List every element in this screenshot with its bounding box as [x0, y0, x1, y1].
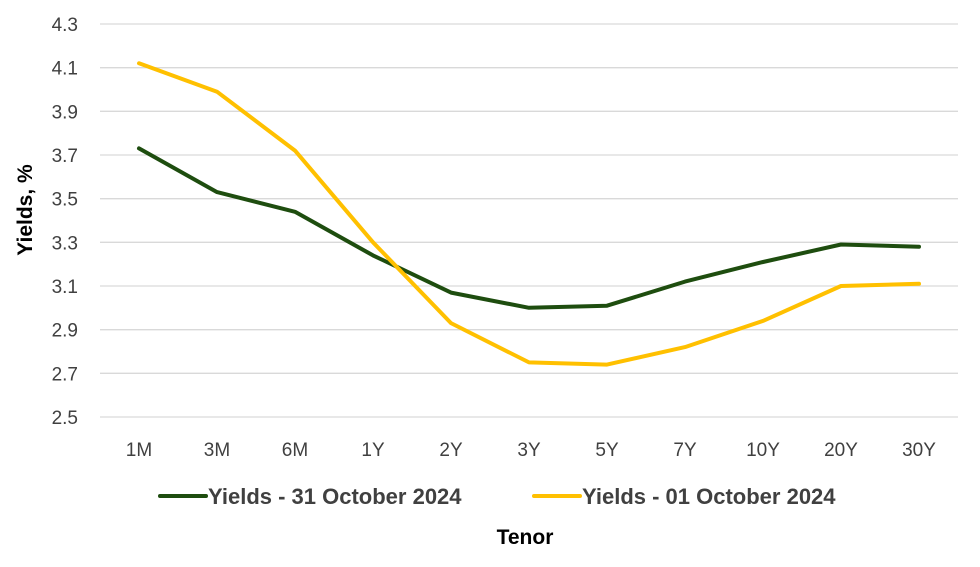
y-tick-label: 3.9: [52, 102, 78, 123]
y-tick-label: 2.7: [52, 364, 78, 385]
y-axis-title: Yields, %: [14, 164, 37, 256]
y-tick-label: 3.3: [52, 233, 78, 254]
legend-label-series-1: Yields - 31 October 2024: [208, 484, 462, 509]
y-tick-label: 3.7: [52, 146, 78, 167]
y-tick-label: 3.5: [52, 190, 78, 211]
x-axis-title: Tenor: [497, 526, 554, 549]
x-tick-label: 30Y: [902, 440, 936, 461]
x-tick-label: 3Y: [517, 440, 541, 461]
x-tick-label: 10Y: [746, 440, 780, 461]
series-lines: [137, 61, 921, 367]
x-tick-label: 3M: [204, 440, 230, 461]
y-axis-ticks: 2.5 2.7 2.9 3.1 3.3 3.5 3.7 3.9 4.1 4.3: [52, 15, 78, 429]
x-tick-label: 2Y: [439, 440, 463, 461]
series-line-2: [137, 61, 921, 367]
y-tick-label: 4.1: [52, 59, 78, 80]
y-tick-label: 2.9: [52, 321, 78, 342]
x-tick-label: 6M: [282, 440, 308, 461]
y-tick-label: 2.5: [52, 408, 78, 429]
legend[interactable]: Yields - 31 October 2024 Yields - 01 Oct…: [158, 484, 836, 509]
x-tick-label: 1M: [126, 440, 152, 461]
gridlines: [100, 23, 958, 418]
x-axis-ticks: 1M 3M 6M 1Y 2Y 3Y 5Y 7Y 10Y 20Y 30Y: [126, 440, 936, 461]
y-tick-label: 3.1: [52, 277, 78, 298]
x-tick-label: 7Y: [673, 440, 697, 461]
legend-label-series-2: Yields - 01 October 2024: [582, 484, 836, 509]
x-tick-label: 20Y: [824, 440, 858, 461]
y-tick-label: 4.3: [52, 15, 78, 36]
series-line-1: [137, 146, 921, 310]
x-tick-label: 5Y: [595, 440, 619, 461]
x-tick-label: 1Y: [361, 440, 385, 461]
